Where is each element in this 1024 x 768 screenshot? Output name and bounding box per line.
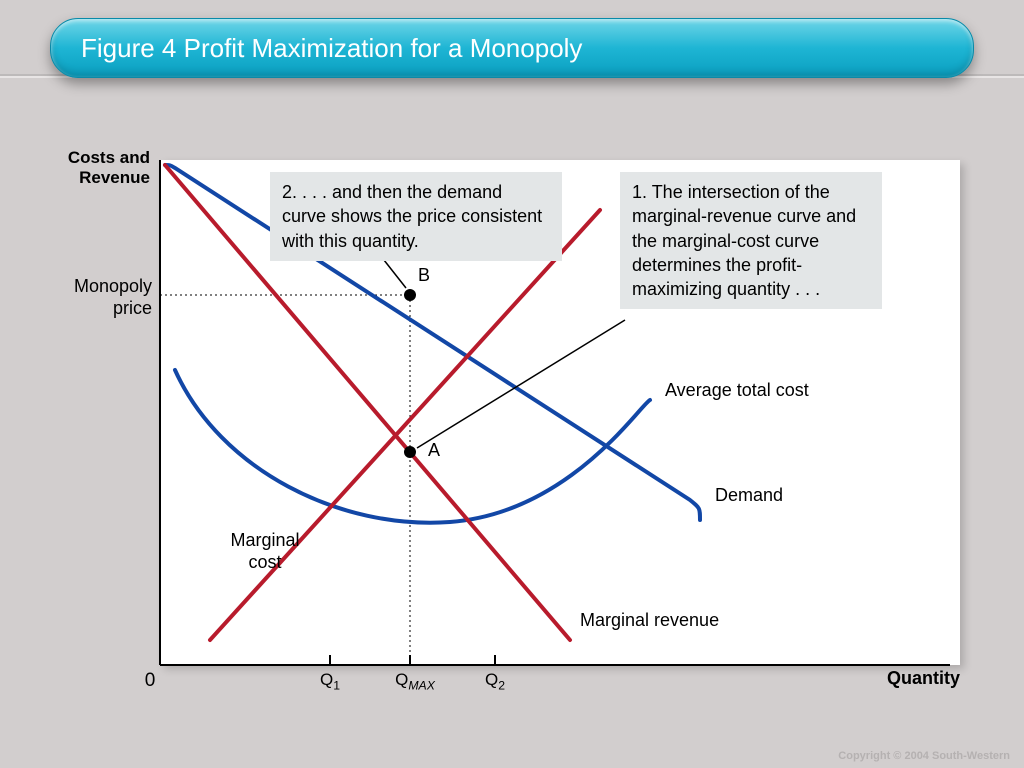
curve-marginal-cost [210, 210, 600, 640]
point-a [404, 446, 416, 458]
label-marginal-revenue: Marginal revenue [580, 610, 719, 631]
label-demand: Demand [715, 485, 783, 506]
slide-title-bar: Figure 4 Profit Maximization for a Monop… [50, 18, 974, 78]
origin-label: 0 [140, 670, 160, 692]
label-marginal-cost-1: Marginal [220, 530, 310, 551]
callout-2: 2. . . . and then the demand curve shows… [270, 172, 562, 261]
copyright-text: Copyright © 2004 South-Western [838, 750, 1010, 762]
x-axis-label: Quantity [860, 668, 960, 689]
tick-label-q2: Q2 [475, 670, 515, 692]
slide-title: Figure 4 Profit Maximization for a Monop… [81, 33, 582, 64]
point-b [404, 289, 416, 301]
curve-atc [175, 370, 650, 523]
label-atc: Average total cost [665, 380, 809, 401]
chart-container: Costs and Revenue Monopoly price A B Dem… [80, 150, 960, 720]
point-a-label: A [428, 440, 440, 461]
label-marginal-cost-2: cost [220, 552, 310, 573]
tick-label-qmax: QMAX [385, 670, 445, 692]
point-b-label: B [418, 265, 430, 286]
leader-callout-1 [417, 320, 625, 448]
tick-label-q1: Q1 [310, 670, 350, 692]
callout-1: 1. The intersection of the marginal-reve… [620, 172, 882, 309]
